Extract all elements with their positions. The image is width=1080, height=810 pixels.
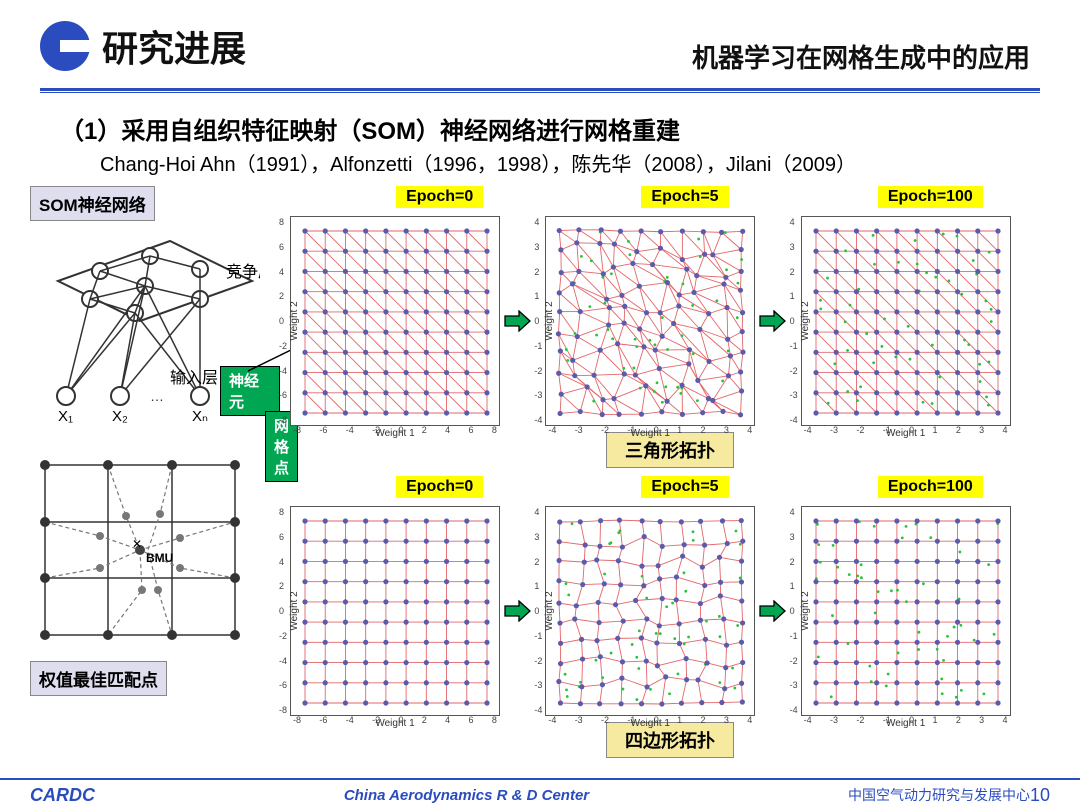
epoch-label: Epoch=0 (396, 186, 483, 208)
chart-quad-0: Weight 2Weight 1-8-6-4-202468-8-6-4-2024… (290, 506, 500, 716)
row1-caption: 三角形拓扑 (606, 432, 734, 468)
quad-row: Weight 2Weight 1-8-6-4-202468-8-6-4-2024… (290, 506, 1050, 716)
input-layer-label: 输入层 (170, 369, 218, 387)
chart-quad-100: Weight 2Weight 1-4-3-2-101234-4-3-2-1012… (801, 506, 1011, 716)
bmu-text: BMU (146, 551, 173, 565)
svg-text:Xₙ: Xₙ (192, 408, 208, 425)
arrow-right-icon (503, 600, 531, 622)
cardc-logo-icon (40, 21, 90, 71)
arrow-right-icon (758, 600, 786, 622)
topic-title: 机器学习在网格生成中的应用 (692, 38, 1030, 75)
subsection-heading: （1）采用自组织特征映射（SOM）神经网络进行网格重建 (60, 111, 1020, 146)
references-line: Chang-Hoi Ahn（1991），Alfonzetti（1996，1998… (100, 150, 1020, 180)
bmu-diagram: BMU ✕ (30, 450, 250, 650)
arrow-right-icon (758, 310, 786, 332)
svg-text:✕: ✕ (132, 537, 142, 551)
chart-quad-5: Weight 2Weight 1-4-3-2-101234-4-3-2-1012… (545, 506, 755, 716)
neuron-tag: 神经元 (220, 366, 280, 416)
compete-layer-label: 竞争层 (226, 263, 260, 281)
epoch-label: Epoch=0 (396, 476, 483, 498)
som-label: SOM神经网络 (30, 186, 155, 221)
bmu-label: 权值最佳匹配点 (30, 661, 167, 696)
header-divider (40, 88, 1040, 93)
row2-caption: 四边形拓扑 (606, 722, 734, 758)
footer-center-en: China Aerodynamics R & D Center (344, 787, 589, 804)
triangular-row: Weight 2Weight 1-8-6-4-202468-8-6-4-2024… (290, 216, 1050, 426)
slide-header: 研究进展 机器学习在网格生成中的应用 (0, 0, 1080, 80)
epoch-labels-row2: Epoch=0 Epoch=5 Epoch=100 (290, 476, 1050, 498)
svg-text:X₁: X₁ (58, 408, 73, 425)
epoch-label: Epoch=5 (641, 186, 728, 208)
epoch-labels-row1: Epoch=0 Epoch=5 Epoch=100 (290, 186, 1050, 208)
footer-brand: CARDC (30, 785, 95, 806)
left-diagram-column: SOM神经网络 (30, 186, 280, 758)
som-network-panel: SOM神经网络 (30, 186, 280, 436)
section-title: 研究进展 (102, 20, 246, 72)
epoch-label: Epoch=100 (878, 476, 983, 498)
slide-footer: CARDC China Aerodynamics R & D Center 中国… (0, 778, 1080, 810)
arrow-right-icon (503, 310, 531, 332)
chart-tri-5: Weight 2Weight 1-4-3-2-101234-4-3-2-1012… (545, 216, 755, 426)
svg-text:X₂: X₂ (112, 408, 128, 425)
svg-text:…: … (150, 388, 164, 404)
epoch-label: Epoch=100 (878, 186, 983, 208)
main-content: SOM神经网络 (30, 186, 1050, 746)
chart-tri-100: Weight 2Weight 1-4-3-2-101234-4-3-2-1012… (801, 216, 1011, 426)
chart-tri-0: Weight 2Weight 1-8-6-4-202468-8-6-4-2024… (290, 216, 500, 426)
charts-column: Epoch=0 Epoch=5 Epoch=100 Weight 2Weight… (290, 186, 1050, 758)
footer-center-cn: 中国空气动力研究与发展中心 (848, 785, 1030, 805)
page-number: 10 (1030, 785, 1050, 806)
epoch-label: Epoch=5 (641, 476, 728, 498)
